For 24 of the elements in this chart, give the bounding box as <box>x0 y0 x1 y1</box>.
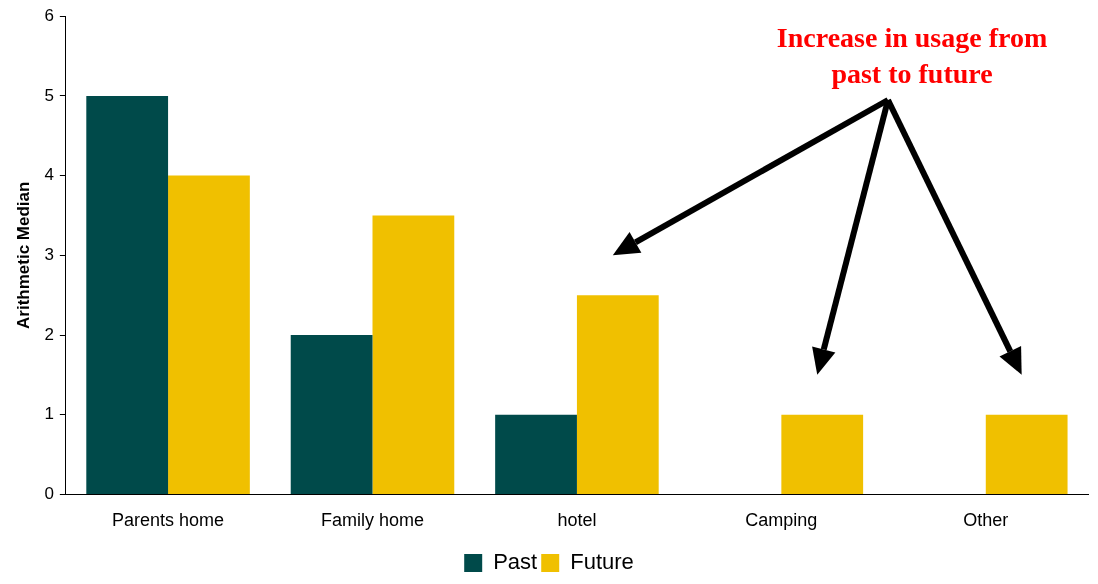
y-axis-title: Arithmetic Median <box>13 181 33 329</box>
bar <box>495 414 577 494</box>
x-tick-label: Parents home <box>112 510 225 531</box>
bar <box>576 295 659 494</box>
bar <box>985 414 1068 494</box>
x-tick-label: Other <box>963 510 1009 531</box>
y-tick-label: 2 <box>44 324 54 344</box>
bar <box>290 335 373 494</box>
y-tick-label: 0 <box>44 484 54 504</box>
y-tick-label: 5 <box>44 85 54 105</box>
legend-label: Past <box>493 549 538 575</box>
y-tick-label: 6 <box>44 5 54 25</box>
bar <box>86 95 169 494</box>
bar <box>372 215 455 494</box>
y-tick-label: 4 <box>44 165 54 185</box>
bar <box>168 175 250 494</box>
legend-label: Future <box>570 549 634 575</box>
annotation: Increase in usage from past to future <box>776 22 1048 90</box>
y-tick-label: 3 <box>44 244 54 264</box>
x-tick-label: Family home <box>320 510 425 531</box>
bar <box>781 414 864 494</box>
y-tick-label: 1 <box>44 404 54 424</box>
x-tick-label: Camping <box>745 510 818 531</box>
x-tick-label: hotel <box>557 510 597 531</box>
